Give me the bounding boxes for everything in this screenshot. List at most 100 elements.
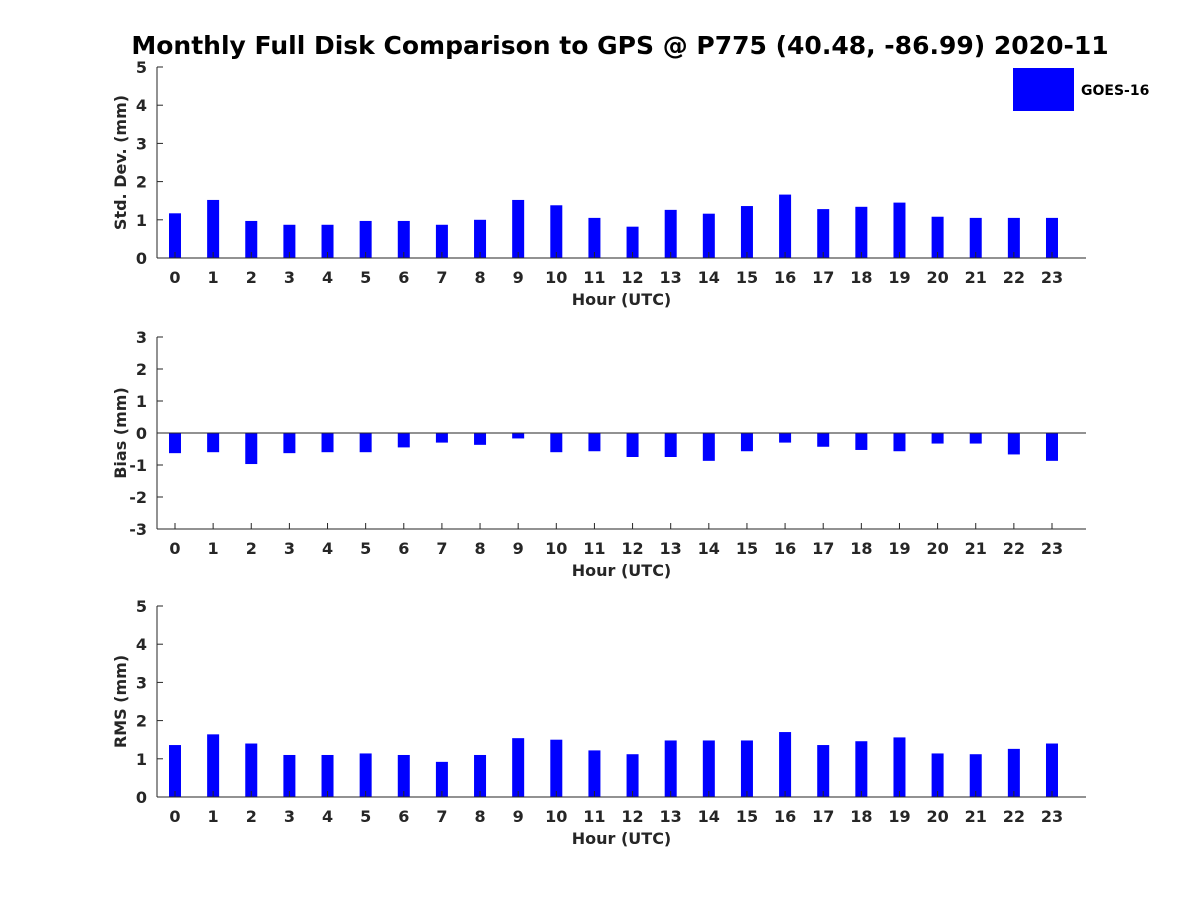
bar-hour-17 [817, 209, 830, 258]
bar-hour-19 [893, 737, 906, 797]
bar-hour-23 [1045, 743, 1058, 797]
y-axis-label: Std. Dev. (mm) [111, 95, 130, 230]
x-tick-label: 0 [169, 807, 180, 826]
y-tick-label: 2 [136, 712, 147, 731]
bar-hour-14 [702, 433, 715, 461]
y-tick-label: 2 [136, 360, 147, 379]
x-tick-label: 4 [322, 268, 333, 287]
x-tick-label: 5 [360, 807, 371, 826]
x-tick-label: 19 [888, 807, 910, 826]
y-tick-label: -1 [129, 456, 147, 475]
bar-hour-9 [512, 738, 525, 797]
x-tick-label: 8 [474, 539, 485, 558]
x-tick-label: 8 [474, 268, 485, 287]
bar-hour-19 [893, 433, 906, 452]
x-tick-label: 10 [545, 268, 567, 287]
x-axis-label: Hour (UTC) [572, 829, 672, 848]
x-tick-label: 4 [322, 807, 333, 826]
x-tick-label: 11 [583, 268, 605, 287]
x-tick-label: 2 [246, 539, 257, 558]
x-tick-label: 19 [888, 268, 910, 287]
bar-hour-23 [1045, 433, 1058, 461]
bar-hour-16 [779, 732, 792, 797]
y-tick-label: -3 [129, 520, 147, 539]
bar-hour-11 [588, 433, 601, 452]
x-axis-label: Hour (UTC) [572, 290, 672, 309]
x-tick-label: 21 [965, 268, 987, 287]
bar-hour-5 [359, 220, 372, 258]
x-tick-label: 6 [398, 539, 409, 558]
bar-hour-20 [931, 216, 944, 258]
bar-hour-18 [855, 206, 868, 258]
bar-hour-3 [283, 224, 296, 258]
x-tick-label: 7 [436, 539, 447, 558]
x-tick-label: 4 [322, 539, 333, 558]
y-tick-label: 3 [136, 328, 147, 347]
bar-hour-19 [893, 202, 906, 258]
bar-hour-12 [626, 433, 639, 457]
x-tick-label: 16 [774, 807, 796, 826]
bar-hour-2 [245, 743, 258, 797]
x-tick-label: 20 [926, 539, 948, 558]
x-tick-label: 15 [736, 539, 758, 558]
bar-hour-7 [435, 224, 448, 258]
bar-hour-6 [397, 220, 410, 258]
bar-hour-15 [740, 740, 753, 797]
y-tick-label: 5 [136, 58, 147, 77]
bar-hour-10 [550, 739, 563, 797]
bar-hour-21 [969, 433, 982, 444]
bar-hour-3 [283, 754, 296, 797]
bar-hour-23 [1045, 217, 1058, 258]
legend: GOES-16 [1013, 68, 1149, 111]
x-tick-label: 3 [284, 539, 295, 558]
bar-hour-6 [397, 433, 410, 448]
x-tick-label: 3 [284, 268, 295, 287]
x-tick-label: 22 [1003, 268, 1025, 287]
bar-hour-15 [740, 433, 753, 452]
x-tick-label: 10 [545, 807, 567, 826]
bar-hour-13 [664, 209, 677, 258]
x-tick-label: 8 [474, 807, 485, 826]
x-tick-label: 7 [436, 268, 447, 287]
bar-hour-13 [664, 740, 677, 797]
x-tick-label: 12 [621, 539, 643, 558]
bar-hour-10 [550, 205, 563, 258]
bar-hour-9 [512, 433, 525, 439]
bar-hour-2 [245, 433, 258, 465]
bar-hour-11 [588, 750, 601, 797]
x-tick-label: 17 [812, 807, 834, 826]
x-tick-label: 12 [621, 268, 643, 287]
bar-hour-8 [474, 754, 487, 797]
x-tick-label: 15 [736, 268, 758, 287]
y-axis-label: Bias (mm) [111, 387, 130, 479]
bar-hour-13 [664, 433, 677, 457]
x-tick-label: 17 [812, 539, 834, 558]
bar-hour-5 [359, 753, 372, 797]
legend-swatch-goes-16 [1013, 68, 1074, 111]
bar-hour-5 [359, 433, 372, 453]
bar-hour-14 [702, 213, 715, 258]
x-tick-label: 19 [888, 539, 910, 558]
y-tick-label: 0 [136, 788, 147, 807]
bar-hour-0 [169, 213, 181, 258]
x-tick-label: 1 [208, 539, 219, 558]
x-tick-label: 10 [545, 539, 567, 558]
bar-hour-20 [931, 433, 944, 444]
x-tick-label: 13 [660, 539, 682, 558]
x-tick-label: 13 [660, 268, 682, 287]
y-tick-label: 1 [136, 750, 147, 769]
y-tick-label: 1 [136, 392, 147, 411]
bar-hour-12 [626, 754, 639, 797]
y-tick-label: 0 [136, 249, 147, 268]
x-tick-label: 1 [208, 807, 219, 826]
x-tick-label: 14 [698, 807, 720, 826]
bar-hour-18 [855, 433, 868, 450]
bar-hour-18 [855, 741, 868, 797]
bar-hour-7 [435, 433, 448, 443]
x-tick-label: 2 [246, 268, 257, 287]
x-tick-label: 6 [398, 807, 409, 826]
bar-hour-21 [969, 217, 982, 258]
bar-hour-22 [1007, 433, 1020, 455]
